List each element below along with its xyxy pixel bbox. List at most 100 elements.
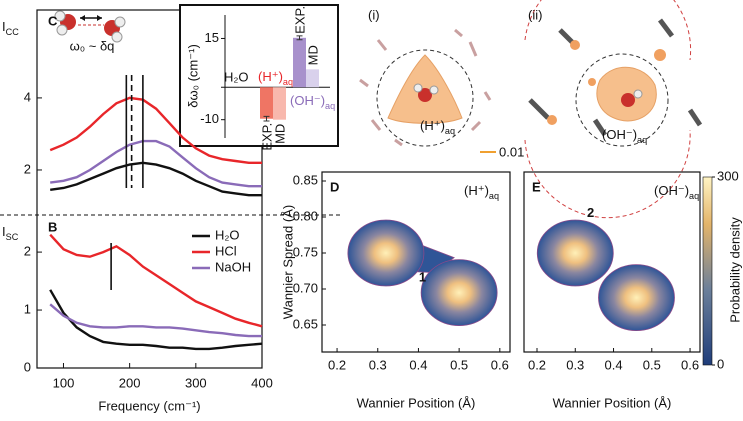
text-part: I [2,224,6,239]
x-tick-label: 0.2 [328,357,346,372]
text-part: SC [6,232,19,242]
y-tick-label: 0.80 [293,208,318,223]
y-tick-label: -10 [200,111,219,126]
text-part: (H⁺) [464,183,489,198]
text-part: aq [283,77,293,87]
y-tick-label: 2 [24,244,31,259]
y-tick-label: 0.85 [293,172,318,187]
legend-label: H₂O [215,227,240,242]
x-tick-label: 0.6 [681,357,699,372]
y-axis-label: Wannier Spread (Å) [280,205,295,319]
x-tick-label: 0.4 [604,357,622,372]
series-line [49,96,262,164]
series-line [50,139,262,188]
species-label: (OH⁻)aq [602,127,647,145]
x-tick-label: 300 [185,375,207,390]
x-tick-label: 0.5 [643,357,661,372]
axes-frame [36,9,263,369]
bar-label: EXP. [259,123,274,151]
bar-label: EXP. [292,6,307,34]
panel-label: (ii) [528,7,542,22]
annotation: 2 [587,205,594,220]
text-part: (OH⁻) [290,93,325,108]
error-bar [263,115,270,122]
bar [260,87,273,119]
legend-label: NaOH [215,259,251,274]
text-part: aq [689,191,699,201]
panel-letter: B [48,219,57,234]
panel-tag: (OH⁻)aq [654,183,699,201]
panel-tag: (H⁺)aq [464,183,499,201]
density-peak [347,219,425,287]
molecule-icon [54,10,126,43]
group-label: (H⁺)aq [258,69,293,87]
series-line [49,233,263,328]
axes-frame [523,171,701,353]
text-part: (H⁺) [420,118,445,133]
panel-letter: D [330,179,339,194]
y-axis-label: ICC [2,19,19,37]
series-line [50,161,262,197]
error-bar [296,35,303,41]
species-label: (H⁺)aq [420,118,455,136]
y-tick-label: 0.75 [293,244,318,259]
density-peak [420,259,498,327]
simulation-image [359,28,496,153]
bar [306,69,319,88]
bar [293,37,306,88]
text-part: (OH⁻) [654,183,689,198]
reference-label: H₂O [224,69,249,84]
colorbar-tick-label: 300 [717,168,739,183]
axes-frame [321,171,511,353]
bar-label: MD [305,45,320,65]
density-peak [536,219,614,287]
x-tick-label: 100 [53,375,75,390]
text-part: aq [445,126,455,136]
y-tick-label: 15 [205,30,219,45]
y-tick-label: 2 [24,161,31,176]
panel-letter: C [48,13,58,28]
x-tick-label: 0.2 [528,357,546,372]
y-axis-label: δω₀ (cm⁻¹) [185,44,200,108]
density-peak [598,264,675,332]
x-tick-label: 0.6 [491,357,509,372]
x-tick-label: 0.3 [566,357,584,372]
colorbar [702,176,713,366]
y-tick-label: 1 [24,301,31,316]
icon-label: ω₀ ~ δq [70,38,115,53]
text-part: aq [325,101,335,111]
x-tick-label: 0.3 [369,357,387,372]
x-tick-label: 0.5 [450,357,468,372]
panel-letter: E [532,179,541,194]
colorbar-tick-label: 0 [717,356,724,371]
series-line [49,303,262,338]
series-line [49,289,263,351]
bar-label: MD [272,124,287,144]
x-tick-label: 400 [251,375,273,390]
text-part: (OH⁻) [602,127,637,142]
scale-label: 0.01 [499,144,524,159]
x-tick-label: 200 [119,375,141,390]
text-part: (H⁺) [258,69,283,84]
group-label: (OH⁻)aq [290,93,335,111]
text-part: aq [489,191,499,201]
y-tick-label: 0.70 [293,280,318,295]
bar [273,87,286,120]
y-tick-label: 0 [24,359,31,374]
panel-label: (i) [368,7,380,22]
x-axis-label: Frequency (cm⁻¹) [98,398,200,413]
legend-label: HCl [215,243,237,258]
x-tick-label: 0.4 [409,357,427,372]
y-axis-label: ISC [2,224,19,242]
y-tick-label: 0.65 [293,316,318,331]
text-part: aq [637,135,647,145]
y-tick-label: 4 [24,89,31,104]
colorbar-label: Probability density [727,217,742,323]
text-part: CC [6,27,20,37]
x-axis-label: Wannier Position (Å) [357,395,476,410]
x-axis-label: Wannier Position (Å) [553,395,672,410]
text-part: I [2,19,6,34]
simulation-image [524,0,703,219]
